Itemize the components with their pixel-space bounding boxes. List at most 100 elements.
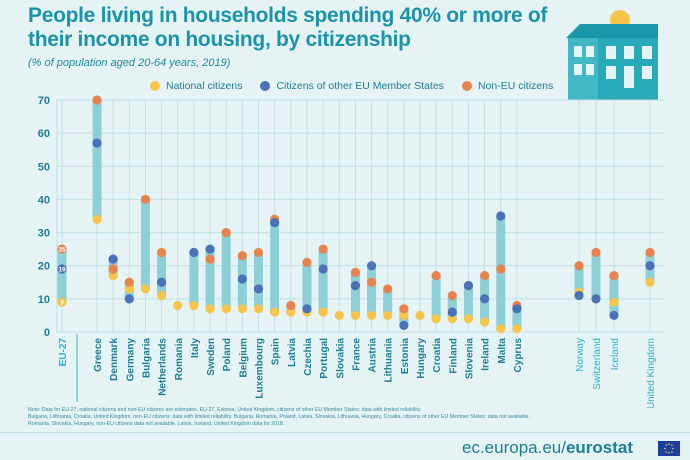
data-point bbox=[496, 324, 506, 334]
x-tick-label: Greece bbox=[93, 338, 104, 372]
data-point bbox=[480, 271, 490, 281]
data-point bbox=[350, 267, 360, 277]
data-point bbox=[645, 247, 655, 258]
data-point bbox=[366, 277, 377, 287]
x-tick-label: Germany bbox=[125, 338, 136, 382]
data-point bbox=[57, 244, 67, 254]
range-bar bbox=[609, 275, 619, 316]
chart-subtitle: (% of population aged 20-64 years, 2019) bbox=[28, 57, 231, 69]
range-bar bbox=[574, 265, 584, 296]
data-point bbox=[350, 310, 360, 321]
data-point bbox=[399, 320, 409, 330]
x-tick-label: Sweden bbox=[206, 338, 217, 376]
y-tick-label: 50 bbox=[38, 161, 50, 173]
x-tick-label: Spain bbox=[271, 338, 282, 365]
data-point bbox=[140, 284, 151, 294]
x-tick-label: Estonia bbox=[400, 338, 411, 375]
data-point bbox=[609, 297, 619, 307]
data-point bbox=[140, 194, 151, 205]
data-point bbox=[253, 304, 264, 314]
data-point bbox=[205, 254, 215, 264]
x-tick-label: United Kingdom bbox=[646, 338, 657, 408]
x-tick-label: Poland bbox=[222, 338, 233, 371]
data-point bbox=[253, 284, 264, 294]
range-bar bbox=[189, 252, 199, 306]
x-tick-label: Belgium bbox=[238, 338, 249, 378]
range-bar bbox=[318, 249, 328, 313]
x-tick-label: EU-27 bbox=[58, 338, 69, 367]
chart-note: Note: Data for EU-27, national citizens … bbox=[28, 407, 668, 429]
y-tick-label: 10 bbox=[38, 294, 50, 306]
data-point bbox=[286, 307, 296, 317]
x-tick-label: Czechia bbox=[303, 338, 314, 376]
data-point bbox=[496, 264, 506, 274]
x-tick-label: Luxembourg bbox=[255, 338, 266, 399]
range-bar bbox=[205, 249, 215, 309]
legend-dot-other-eu bbox=[260, 81, 271, 91]
x-tick-label: Norway bbox=[575, 338, 586, 372]
data-point bbox=[574, 261, 584, 271]
data-point bbox=[645, 261, 655, 271]
eu-flag-icon bbox=[658, 441, 680, 456]
data-point bbox=[431, 314, 441, 324]
x-tick-label: Croatia bbox=[432, 338, 443, 373]
x-tick-label: Netherlands bbox=[158, 338, 169, 396]
legend-dot-national bbox=[150, 81, 160, 91]
y-tick-label: 60 bbox=[38, 128, 50, 140]
x-tick-label: France bbox=[351, 338, 362, 371]
range-bar bbox=[140, 199, 150, 289]
data-point bbox=[609, 310, 619, 321]
source-prefix: ec.europa.eu/ bbox=[462, 438, 566, 457]
range-bar bbox=[463, 285, 473, 319]
range-bar bbox=[512, 305, 522, 329]
source-link[interactable]: ec.europa.eu/eurostat bbox=[462, 438, 633, 458]
data-point bbox=[512, 304, 522, 314]
range-bar bbox=[367, 265, 377, 316]
data-point bbox=[124, 284, 134, 294]
data-point bbox=[92, 138, 102, 148]
x-tick-label: Latvia bbox=[287, 338, 298, 367]
data-point bbox=[591, 294, 601, 304]
x-tick-label: Cyprus bbox=[513, 338, 524, 373]
x-tick-label: Austria bbox=[368, 338, 379, 373]
data-point bbox=[609, 271, 619, 281]
data-point bbox=[512, 324, 522, 334]
data-point bbox=[496, 211, 506, 221]
range-bar bbox=[57, 249, 67, 303]
data-point bbox=[124, 294, 134, 304]
range-bar bbox=[383, 288, 393, 316]
data-point bbox=[92, 95, 102, 105]
x-tick-label: Slovakia bbox=[335, 338, 346, 379]
data-point bbox=[270, 307, 280, 317]
data-point bbox=[383, 310, 393, 321]
data-point bbox=[221, 304, 231, 314]
data-point bbox=[574, 290, 584, 301]
data-point bbox=[318, 264, 328, 274]
data-point bbox=[415, 310, 425, 321]
y-tick-label: 70 bbox=[38, 95, 50, 107]
data-point bbox=[431, 271, 441, 281]
legend-item-non-eu: Non-EU citizens bbox=[461, 80, 554, 92]
data-point bbox=[645, 277, 655, 287]
data-point bbox=[447, 307, 457, 317]
scatter-chart: 0 10 20 30 40 50 60 70 9 19 25 EU-27 Greece Denmark Ge… bbox=[38, 95, 665, 408]
legend-dot-non-eu bbox=[461, 81, 472, 91]
x-tick-label: Slovenia bbox=[464, 338, 475, 380]
range-bar bbox=[447, 295, 457, 319]
data-point bbox=[237, 274, 247, 284]
legend-label-non-eu: Non-EU citizens bbox=[477, 80, 554, 92]
data-point bbox=[383, 284, 393, 294]
x-tick-label: Ireland bbox=[481, 338, 492, 371]
data-point bbox=[591, 247, 601, 258]
data-point bbox=[108, 271, 118, 281]
data-point bbox=[334, 310, 344, 321]
source-brand: eurostat bbox=[565, 438, 634, 457]
data-point bbox=[253, 247, 264, 258]
data-point bbox=[463, 281, 474, 291]
data-label: 25 bbox=[58, 247, 66, 254]
x-tick-label: Malta bbox=[497, 338, 508, 364]
data-point bbox=[92, 214, 102, 224]
data-point bbox=[108, 264, 118, 274]
data-point bbox=[302, 257, 312, 267]
range-bar bbox=[591, 252, 601, 299]
